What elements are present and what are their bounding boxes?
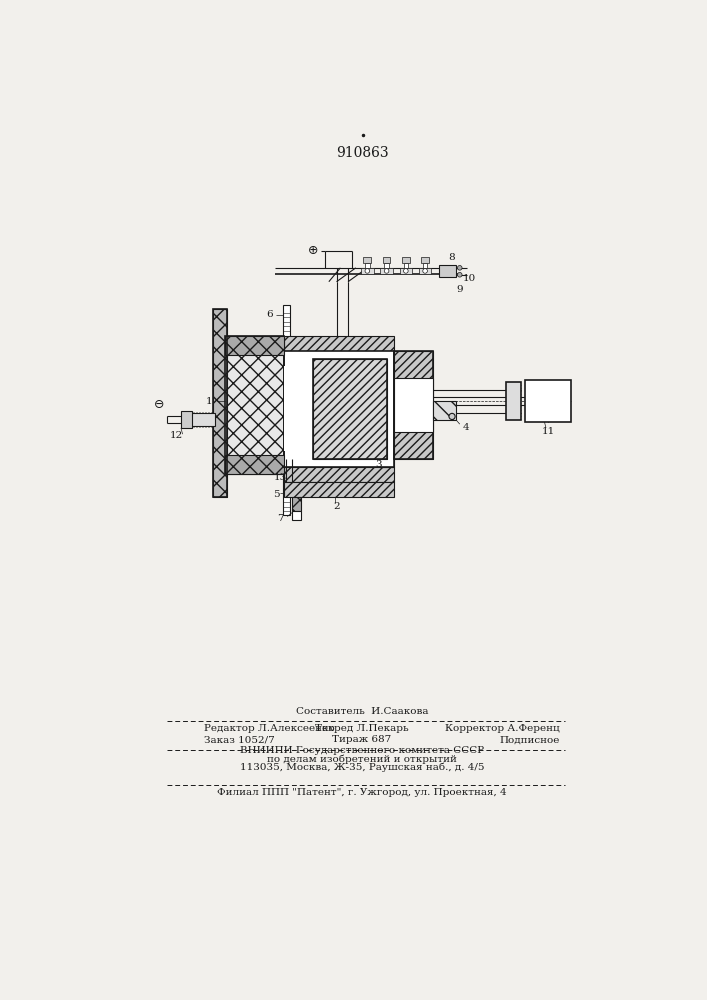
Text: 11: 11	[542, 427, 555, 436]
Bar	[385, 263, 389, 268]
Text: Подписное: Подписное	[499, 735, 560, 744]
Text: 9: 9	[457, 285, 463, 294]
Bar	[284, 366, 313, 451]
Bar	[399, 268, 412, 274]
Bar	[214, 309, 227, 497]
Text: ⊕: ⊕	[308, 244, 319, 257]
Bar	[284, 305, 291, 515]
Circle shape	[449, 413, 455, 420]
Bar	[214, 309, 227, 497]
Bar	[382, 257, 390, 263]
Bar	[284, 466, 395, 482]
Text: 3: 3	[375, 460, 382, 469]
Bar	[225, 336, 284, 474]
Text: ВНИИПИ Государственного комитета СССР: ВНИИПИ Государственного комитета СССР	[240, 746, 484, 755]
Text: Техред Л.Пекарь: Техред Л.Пекарь	[315, 724, 409, 733]
Bar	[506, 382, 521, 420]
Bar	[402, 257, 409, 263]
Bar	[225, 455, 284, 474]
Bar	[380, 268, 393, 274]
Text: Корректор А.Ференц: Корректор А.Ференц	[445, 724, 560, 733]
Bar	[365, 263, 370, 268]
Bar	[439, 265, 456, 277]
Circle shape	[404, 269, 408, 273]
Text: 4: 4	[462, 423, 469, 432]
Bar	[421, 257, 429, 263]
Text: 10: 10	[462, 274, 476, 283]
Text: по делам изобретений и открытий: по делам изобретений и открытий	[267, 754, 457, 764]
Bar	[404, 263, 408, 268]
Text: 5: 5	[273, 490, 280, 499]
Text: 1: 1	[206, 397, 213, 406]
Bar	[525, 380, 571, 422]
Circle shape	[385, 269, 389, 273]
Text: 113035, Москва, Ж-35, Раушская наб., д. 4/5: 113035, Москва, Ж-35, Раушская наб., д. …	[240, 763, 484, 772]
Text: Филиал ППП "Патент", г. Ужгород, ул. Проектная, 4: Филиал ППП "Патент", г. Ужгород, ул. Про…	[217, 788, 507, 797]
Text: 910863: 910863	[337, 146, 389, 160]
Bar	[433, 401, 456, 420]
Bar	[361, 268, 373, 274]
Bar	[423, 263, 428, 268]
Bar	[379, 351, 395, 466]
Bar	[395, 378, 433, 432]
Circle shape	[457, 272, 462, 277]
Bar	[313, 359, 387, 459]
Bar	[284, 351, 395, 466]
Bar	[284, 336, 395, 351]
Circle shape	[457, 266, 462, 270]
Text: Тираж 687: Тираж 687	[332, 735, 392, 744]
Text: ⊖: ⊖	[154, 398, 165, 411]
Text: 2: 2	[333, 502, 340, 511]
Bar	[225, 336, 284, 355]
Text: 13: 13	[274, 473, 287, 482]
Bar	[363, 257, 371, 263]
Bar	[395, 351, 433, 459]
Bar	[181, 411, 192, 428]
Bar	[292, 511, 301, 520]
Bar	[395, 351, 433, 459]
Bar	[225, 336, 284, 474]
Bar	[284, 482, 395, 497]
Bar	[190, 413, 215, 426]
Bar	[419, 268, 431, 274]
Text: 12: 12	[170, 431, 183, 440]
Circle shape	[423, 269, 428, 273]
Bar	[292, 497, 301, 511]
Text: Составитель  И.Саакова: Составитель И.Саакова	[296, 707, 428, 716]
Text: 7: 7	[277, 514, 284, 523]
Text: 6: 6	[267, 310, 273, 319]
Circle shape	[365, 269, 370, 273]
Text: Редактор Л.Алексеенко: Редактор Л.Алексеенко	[204, 724, 335, 733]
Bar	[313, 359, 387, 459]
Text: 8: 8	[448, 253, 455, 262]
Text: Заказ 1052/7: Заказ 1052/7	[204, 735, 275, 744]
